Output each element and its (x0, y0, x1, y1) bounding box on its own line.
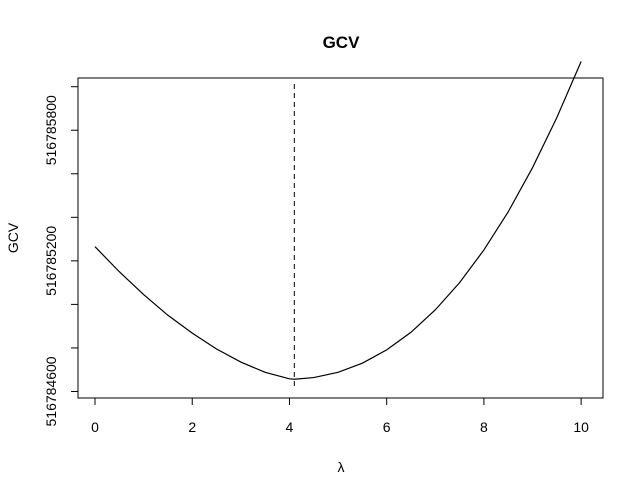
y-tick-label: 516785200 (43, 226, 59, 296)
y-tick-label: 516784600 (43, 356, 59, 426)
x-tick-label: 10 (573, 419, 589, 435)
plot-frame (77, 77, 604, 399)
x-tick-label: 8 (480, 419, 488, 435)
y-tick-label: 516785800 (43, 95, 59, 165)
x-tick-label: 6 (383, 419, 391, 435)
chart-title: GCV (323, 33, 361, 52)
plot-area (94, 61, 582, 386)
y-axis-label: GCV (5, 222, 21, 253)
x-tick-label: 4 (286, 419, 294, 435)
x-tick-label: 2 (188, 419, 196, 435)
gcv-curve (94, 61, 582, 380)
x-axis: 0 2 4 6 8 10 (91, 397, 589, 435)
x-tick-label: 0 (91, 419, 99, 435)
x-axis-label: λ (338, 459, 345, 475)
y-axis: 516784600 516785200 516785800 (43, 86, 79, 427)
